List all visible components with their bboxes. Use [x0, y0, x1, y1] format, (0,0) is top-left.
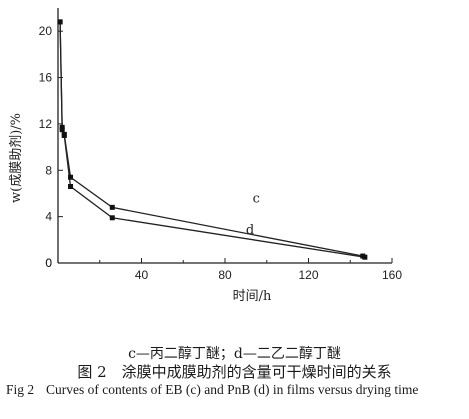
y-tick-label: 20	[39, 24, 53, 38]
series-labels: cd	[246, 192, 260, 238]
x-tick-label: 80	[218, 268, 232, 282]
marker-c	[68, 174, 74, 180]
x-tick-label: 160	[382, 268, 402, 282]
marker-d	[109, 215, 115, 221]
series-legend-line: c—丙二醇丁醚；d—二乙二醇丁醚	[128, 346, 341, 362]
axes	[57, 8, 392, 264]
y-axis-label: w(成膜助剂)/%	[9, 113, 24, 203]
figure-caption-chinese: 图 2 涂膜中成膜助剂的含量可干燥时间的关系	[77, 363, 392, 381]
x-axis-label: 时间/h	[233, 289, 272, 304]
x-tick-label: 40	[135, 268, 149, 282]
y-tick-label: 8	[45, 163, 52, 177]
y-tick-label: 4	[45, 210, 52, 224]
marker-d	[61, 133, 67, 138]
y-tick-label: 16	[39, 71, 53, 85]
series-label-d: d	[246, 223, 254, 238]
figure-caption-text: Curves of contents of EB (c) and PnB (d)…	[46, 382, 419, 397]
marker-d	[362, 254, 368, 260]
marker-d	[57, 19, 63, 25]
series-label-c: c	[253, 192, 260, 207]
origin-label: 0	[45, 256, 52, 270]
figure-caption-english: Fig 2 Curves of contents of EB (c) and Pn…	[6, 381, 464, 399]
y-tick-label: 0	[45, 256, 52, 270]
series-lines	[59, 21, 365, 258]
marker-d	[68, 184, 74, 189]
marker-d	[59, 127, 65, 133]
series-line-c	[59, 21, 363, 257]
y-tick-label: 12	[39, 117, 53, 131]
series-line-d	[59, 21, 365, 258]
x-tick-label: 120	[298, 268, 318, 282]
marker-c	[109, 204, 115, 210]
figure-number: Fig 2	[6, 382, 35, 397]
data-markers	[57, 19, 368, 260]
